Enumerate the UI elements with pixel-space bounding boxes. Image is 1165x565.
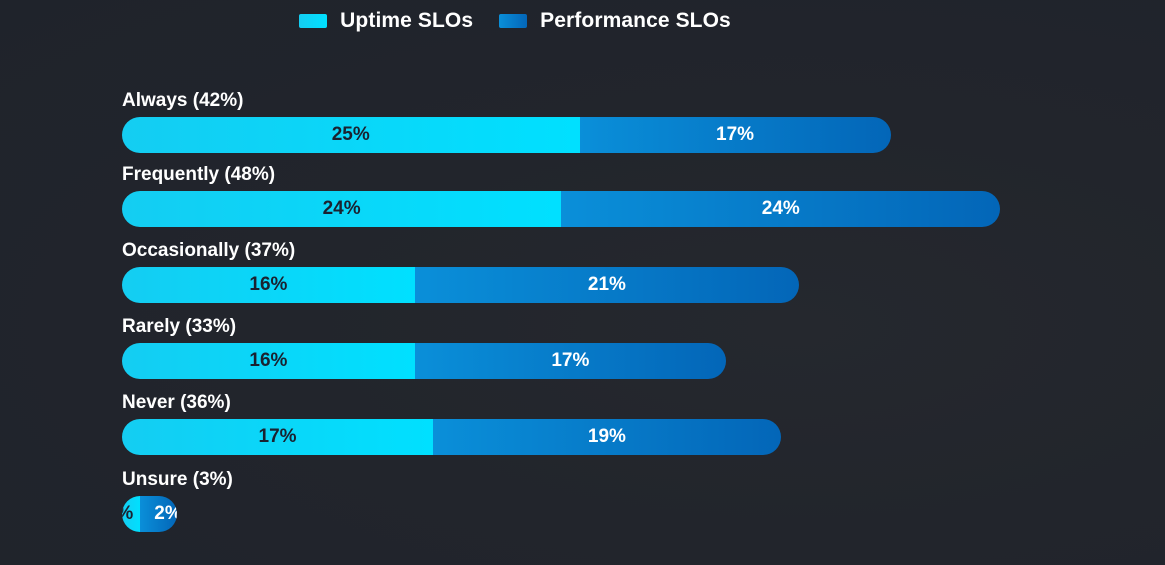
bar-occasionally: 16% 21% <box>122 267 800 303</box>
bar-segment-performance-rarely: 17% <box>414 343 726 379</box>
legend-item-uptime: Uptime SLOs <box>299 9 473 33</box>
bar-segment-performance-never: 19% <box>433 419 781 455</box>
bar-row-rarely: Rarely (33%) 16% 17% <box>122 316 726 379</box>
bar-segment-uptime-always: 25% <box>122 117 580 153</box>
category-label-occasionally: Occasionally (37%) <box>122 240 296 261</box>
bar-row-always: Always (42%) 25% 17% <box>122 90 891 153</box>
bar-segment-uptime-never: 17% <box>122 419 434 455</box>
bar-row-never: Never (36%) 17% 19% <box>122 392 781 455</box>
bar-segment-performance-frequently: 24% <box>561 191 1001 227</box>
legend-swatch-performance <box>499 14 528 28</box>
legend-swatch-uptime <box>299 14 328 28</box>
bar-segment-performance-always: 17% <box>579 117 891 153</box>
bar-never: 17% 19% <box>122 419 781 455</box>
bar-segment-uptime-frequently: 24% <box>122 191 562 227</box>
category-label-always: Always (42%) <box>122 90 244 111</box>
bar-rarely: 16% 17% <box>122 343 726 379</box>
bar-row-occasionally: Occasionally (37%) 16% 21% <box>122 240 800 303</box>
bar-segment-performance-occasionally: 21% <box>414 267 800 303</box>
legend-item-performance: Performance SLOs <box>499 9 731 33</box>
bar-unsure: 1%2% <box>122 496 177 532</box>
bar-frequently: 24% 24% <box>122 191 1001 227</box>
category-label-never: Never (36%) <box>122 392 231 413</box>
legend: Uptime SLOs Performance SLOs <box>0 9 1030 33</box>
legend-label-performance: Performance SLOs <box>540 9 731 32</box>
category-label-frequently: Frequently (48%) <box>122 164 276 185</box>
bar-segment-uptime-occasionally: 16% <box>122 267 415 303</box>
bar-row-unsure: Unsure (3%) 1%2% <box>122 469 233 532</box>
bar-row-frequently: Frequently (48%) 24% 24% <box>122 164 1001 227</box>
bar-segment-uptime-unsure: 1% <box>122 496 141 532</box>
legend-label-uptime: Uptime SLOs <box>340 9 474 32</box>
category-label-unsure: Unsure (3%) <box>122 469 233 490</box>
category-label-rarely: Rarely (33%) <box>122 316 237 337</box>
bar-segment-uptime-rarely: 16% <box>122 343 415 379</box>
bar-segment-performance-unsure: 2% <box>140 496 177 532</box>
bar-always: 25% 17% <box>122 117 891 153</box>
